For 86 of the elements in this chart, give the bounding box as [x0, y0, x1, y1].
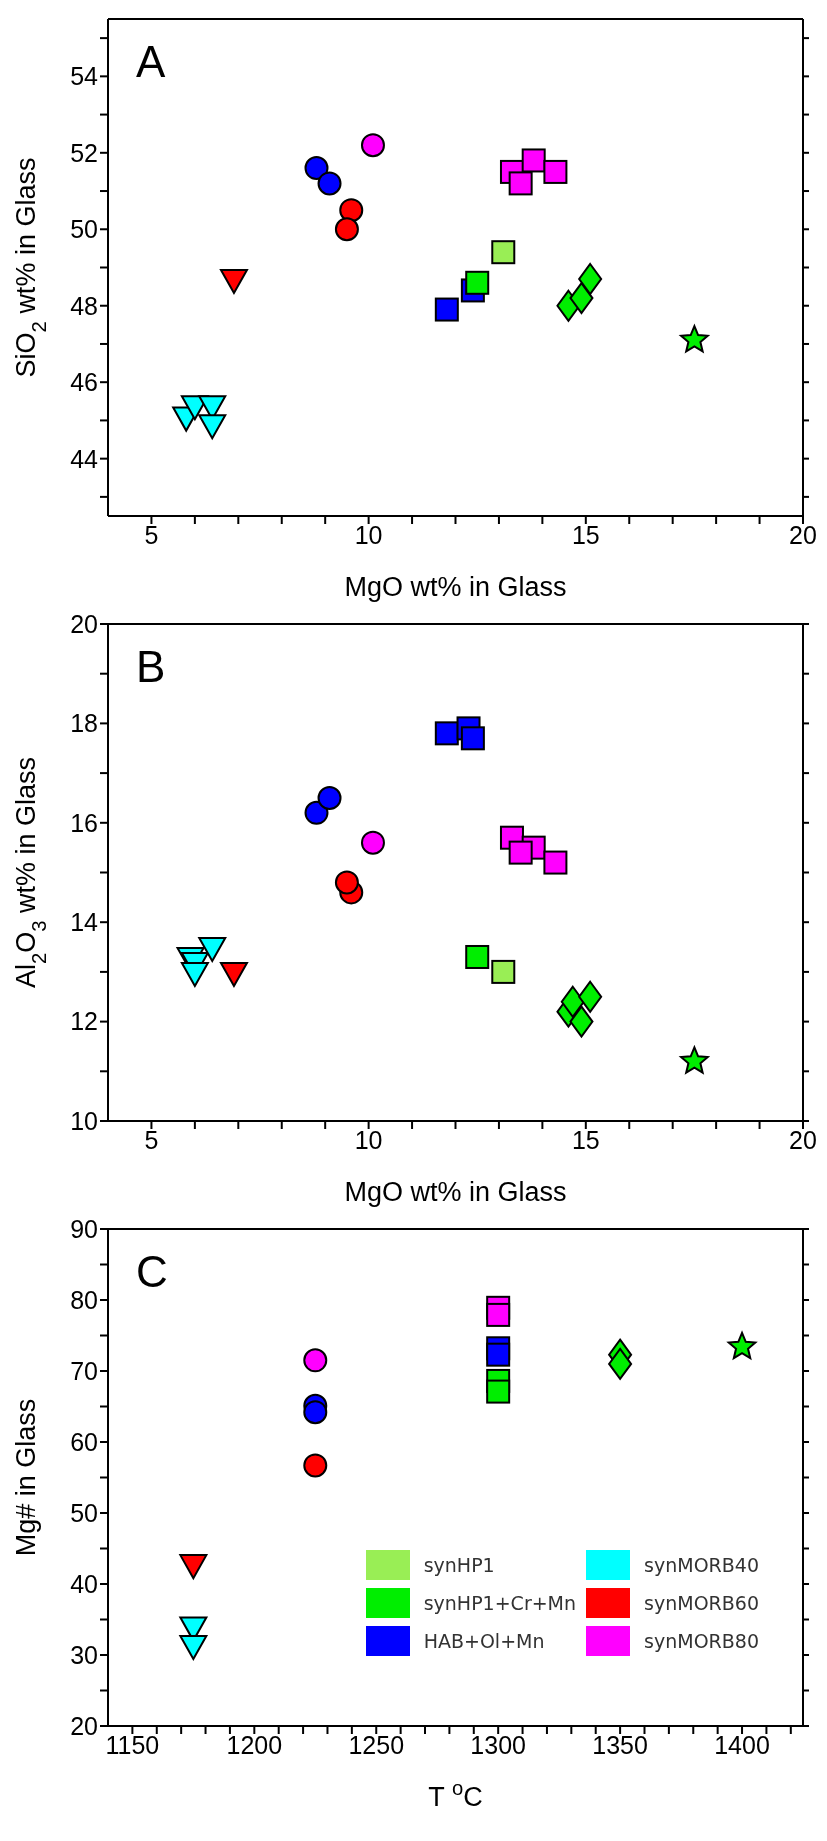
legend-label: synMORB60: [644, 1592, 759, 1614]
legend-label: synHP1+Cr+Mn: [423, 1592, 577, 1614]
y-tick-label: 54: [70, 62, 99, 91]
x-axis-title: T $^{o}$C: [428, 1777, 483, 1812]
x-tick-label: 1150: [105, 1730, 160, 1759]
point: [508, 840, 533, 865]
point: [578, 980, 603, 1013]
y-tick-label: 52: [70, 138, 98, 167]
x-tick-label: 1200: [226, 1730, 283, 1759]
y-tick-label: 50: [70, 1498, 98, 1527]
y-tick-label: 40: [70, 1569, 98, 1598]
point: [680, 1046, 709, 1074]
point: [434, 297, 459, 322]
y-tick-label: 20: [70, 609, 98, 638]
point: [198, 414, 227, 440]
y-tick-label: 48: [70, 291, 98, 320]
point: [303, 1453, 328, 1478]
point: [608, 1347, 633, 1380]
x-tick-label: 1400: [714, 1730, 770, 1759]
x-tick-label: 10: [354, 1125, 383, 1154]
annotation: B: [136, 642, 166, 691]
point: [303, 1400, 328, 1425]
point: [486, 1379, 511, 1404]
y-tick-label: 80: [70, 1285, 98, 1314]
annotation: C: [136, 1247, 168, 1296]
point: [434, 721, 459, 746]
point: [219, 268, 248, 294]
point: [360, 133, 385, 158]
point: [560, 985, 585, 1018]
point: [179, 1635, 208, 1661]
point: [179, 1554, 208, 1580]
y-tick-label: 10: [70, 1106, 98, 1135]
point: [317, 171, 342, 196]
y-tick-label: 70: [70, 1356, 98, 1385]
x-tick-label: 5: [144, 520, 159, 549]
point: [508, 171, 533, 196]
y-tick-label: 20: [70, 1711, 98, 1740]
point: [727, 1331, 757, 1360]
y-tick-label: 14: [70, 908, 99, 937]
x-tick-label: 1350: [592, 1730, 648, 1759]
point: [543, 159, 568, 184]
point: [317, 785, 342, 810]
point: [304, 800, 329, 825]
point: [569, 1005, 594, 1038]
x-axis-title: MgO wt% in Glass: [344, 1177, 567, 1207]
point: [334, 217, 359, 242]
legend-label: synHP1: [423, 1554, 495, 1576]
legend-label: HAB+Ol+Mn: [423, 1630, 545, 1652]
annotation: A: [136, 37, 166, 86]
point: [303, 1348, 328, 1373]
y-tick-label: 90: [70, 1214, 98, 1243]
x-axis-title: MgO wt% in Glass: [344, 572, 567, 602]
point: [578, 262, 603, 295]
y-tick-label: 50: [70, 215, 98, 244]
y-tick-label: 44: [70, 444, 99, 473]
y-tick-label: 16: [70, 808, 98, 837]
point: [521, 148, 546, 173]
y-tick-label: 46: [70, 368, 98, 397]
point: [486, 1342, 511, 1367]
point: [486, 1302, 511, 1327]
point: [334, 870, 359, 895]
point: [460, 726, 485, 751]
point: [304, 156, 329, 181]
x-tick-label: 20: [789, 520, 817, 549]
point: [569, 282, 594, 315]
legend-label: synMORB80: [644, 1630, 759, 1652]
point: [465, 944, 490, 969]
point: [360, 830, 385, 855]
x-tick-label: 5: [144, 1125, 159, 1154]
x-tick-label: 1250: [348, 1730, 405, 1759]
x-tick-label: 20: [789, 1125, 817, 1154]
legend-label: synMORB40: [644, 1554, 759, 1576]
point: [491, 959, 516, 984]
x-tick-label: 15: [571, 520, 600, 549]
y-axis-title: Mg# in Glass: [11, 1398, 41, 1557]
x-tick-label: 1300: [470, 1730, 526, 1759]
y-tick-label: 60: [70, 1427, 98, 1456]
point: [339, 198, 364, 223]
y-tick-label: 18: [70, 709, 98, 738]
y-tick-label: 12: [70, 1007, 98, 1036]
point: [543, 850, 568, 875]
x-tick-label: 10: [354, 520, 383, 549]
point: [491, 240, 516, 265]
x-tick-label: 15: [571, 1125, 600, 1154]
y-tick-label: 30: [70, 1640, 98, 1669]
point: [465, 270, 490, 295]
